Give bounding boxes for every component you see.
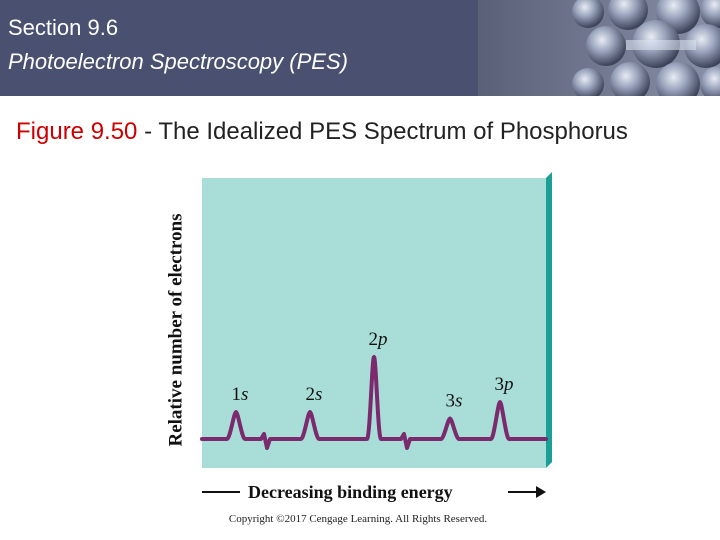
caption-separator: - [137,118,159,145]
plot-panel [202,178,546,468]
slide-header: Section 9.6 Photoelectron Spectroscopy (… [0,0,720,96]
header-decorative-image [478,0,720,96]
figure-number: Figure 9.50 [16,118,138,145]
x-axis-label: Decreasing binding energy [248,482,453,502]
peak-label-3s: 3s [446,391,463,412]
pes-spectrum-chart: Relative number of electrons 1s 2s2p3s3p … [165,172,552,502]
header-title-block: Section 9.6 Photoelectron Spectroscopy (… [0,0,478,96]
peak-label-3p: 3p [495,374,514,395]
sphere-cluster [572,0,720,96]
section-number: Section 9.6 [8,15,119,40]
peak-label-2s: 2s [306,384,323,405]
copyright-text: Copyright ©2017 Cengage Learning. All Ri… [228,513,488,525]
peak-label-1s: 1s [232,384,249,405]
figure-title: The Idealized PES Spectrum of Phosphorus [158,118,628,145]
panel-edge [546,172,552,468]
decorative-spheres-image [478,0,720,96]
peak-label-2p: 2p [369,329,388,350]
copyright-notice: Copyright ©2017 Cengage Learning. All Ri… [0,513,720,525]
spectrum-line [200,355,548,450]
peak-labels: 1s 2s 2p 3s 3p [232,329,514,412]
figure-caption: Figure 9.50 - The Idealized PES Spectrum… [16,116,628,148]
x-axis-arrow-icon [536,486,546,498]
y-axis-label: Relative number of electrons [165,213,186,446]
x-axis: Decreasing binding energy [202,482,546,502]
section-subtitle: Photoelectron Spectroscopy (PES) [8,49,348,74]
